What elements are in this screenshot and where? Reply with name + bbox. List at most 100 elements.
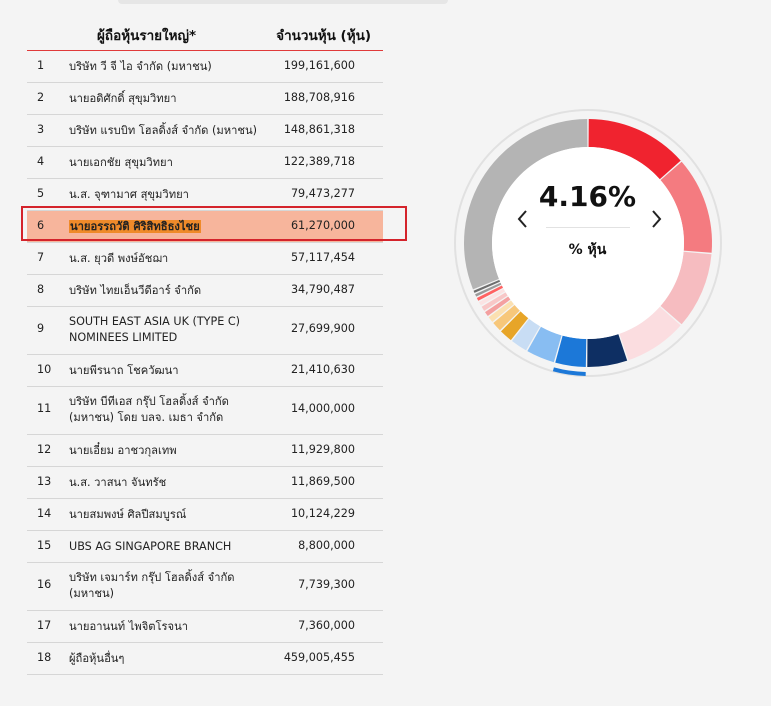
shareholding-donut: 4.16% % หุ้น — [450, 105, 725, 380]
header-shares: จำนวนหุ้น (หุ้น) — [276, 28, 371, 44]
row-number: 15 — [37, 539, 52, 552]
shareholder-name: นายสมพงษ์ ศิลปีสมบูรณ์ — [69, 508, 187, 521]
donut-segments — [464, 119, 712, 376]
donut-segment[interactable] — [588, 119, 681, 180]
shareholders-table: ผู้ถือหุ้นรายใหญ่* จำนวนหุ้น (หุ้น) 1 บริ… — [27, 18, 383, 675]
share-count: 61,270,000 — [290, 219, 355, 232]
table-row[interactable]: 15 UBS AG SINGAPORE BRANCH 8,800,000 — [27, 531, 383, 563]
shareholder-name: นายเอี๋ยม อาชวกุลเทพ — [69, 444, 177, 457]
row-number: 7 — [37, 251, 45, 264]
shareholder-name: SOUTH EAST ASIA UK (TYPE C) NOMINEES LIM… — [69, 315, 241, 344]
header-shareholder: ผู้ถือหุ้นรายใหญ่* — [97, 28, 197, 44]
table-row[interactable]: 5 น.ส. จุฑามาศ สุขุมวิทยา 79,473,277 — [27, 179, 383, 211]
donut-segment[interactable] — [478, 288, 506, 306]
share-count: 7,739,300 — [298, 578, 355, 591]
row-number: 18 — [37, 651, 52, 664]
table-row[interactable]: 12 นายเอี๋ยม อาชวกุลเทพ 11,929,800 — [27, 435, 383, 467]
table-row-selected[interactable]: 6 นายอรรถวัติ ศิริสิทธิธงไชย 61,270,000 — [27, 211, 383, 243]
highlighted-name-text: นายอรรถวัติ ศิริสิทธิธงไชย — [69, 220, 201, 233]
donut-segment[interactable] — [493, 304, 520, 331]
share-count: 34,790,487 — [290, 283, 355, 296]
donut-chart — [454, 109, 722, 377]
table-row[interactable]: 9 SOUTH EAST ASIA UK (TYPE C) NOMINEES LI… — [27, 307, 383, 355]
table-row[interactable]: 16 บริษัท เจมาร์ท กรุ๊ป โฮลดิ้งส์ จำกัด (… — [27, 563, 383, 611]
shareholder-name: น.ส. วาสนา จันทรัช — [69, 476, 167, 489]
selected-percentage: 4.16% — [538, 180, 637, 213]
share-count: 57,117,454 — [290, 251, 355, 264]
table-row[interactable]: 7 น.ส. ยุวดี พงษ์อัชฌา 57,117,454 — [27, 243, 383, 275]
donut-segment[interactable] — [660, 161, 712, 253]
table-row[interactable]: 8 บริษัท ไทยเอ็นวีดีอาร์ จำกัด 34,790,487 — [27, 275, 383, 307]
donut-segment[interactable] — [488, 300, 514, 322]
top-card-edge — [118, 0, 448, 4]
donut-segment[interactable] — [481, 292, 508, 311]
table-row[interactable]: 11 บริษัท บีทีเอส กรุ๊ป โฮลดิ้งส์ จำกัด (… — [27, 387, 383, 435]
row-number: 6 — [37, 219, 45, 232]
table-row[interactable]: 14 นายสมพงษ์ ศิลปีสมบูรณ์ 10,124,229 — [27, 499, 383, 531]
shareholder-name-highlighted: นายอรรถวัติ ศิริสิทธิธงไชย — [69, 219, 259, 235]
table-row[interactable]: 13 น.ส. วาสนา จันทรัช 11,869,500 — [27, 467, 383, 499]
share-count: 21,410,630 — [290, 363, 355, 376]
row-number: 3 — [37, 123, 45, 136]
row-number: 13 — [37, 475, 52, 488]
shareholder-name: นายอานนท์ ไพจิตโรจนา — [69, 620, 189, 633]
share-count: 148,861,318 — [283, 123, 355, 136]
shareholder-name: นายพีรนาถ โชควัฒนา — [69, 364, 179, 377]
donut-segment[interactable] — [485, 296, 511, 317]
share-count: 199,161,600 — [283, 59, 355, 72]
share-count: 122,389,718 — [283, 155, 355, 168]
donut-segment[interactable] — [660, 251, 712, 325]
donut-segment[interactable] — [464, 119, 588, 290]
donut-segment[interactable] — [619, 306, 681, 361]
shareholder-name: UBS AG SINGAPORE BRANCH — [69, 540, 232, 553]
share-count: 188,708,916 — [283, 91, 355, 104]
table-row[interactable]: 10 นายพีรนาถ โชควัฒนา 21,410,630 — [27, 355, 383, 387]
table-row[interactable]: 2 นายอดิศักดิ์ สุขุมวิทยา 188,708,916 — [27, 83, 383, 115]
donut-segment[interactable] — [500, 311, 529, 341]
donut-outer-ring — [454, 109, 722, 377]
chevron-right-icon[interactable] — [646, 206, 666, 232]
share-count: 27,699,900 — [290, 322, 355, 335]
donut-segment[interactable] — [512, 318, 541, 351]
table-row[interactable]: 18 ผู้ถือหุ้นอื่นๆ 459,005,455 — [27, 643, 383, 675]
shareholder-name: บริษัท เจมาร์ท กรุ๊ป โฮลดิ้งส์ จำกัด (มห… — [69, 571, 235, 600]
table-header: ผู้ถือหุ้นรายใหญ่* จำนวนหุ้น (หุ้น) — [27, 18, 383, 51]
shareholder-name: บริษัท บีทีเอส กรุ๊ป โฮลดิ้งส์ จำกัด (มห… — [69, 395, 229, 424]
shareholder-name: ผู้ถือหุ้นอื่นๆ — [69, 652, 125, 665]
row-number: 9 — [37, 322, 45, 335]
donut-segment[interactable] — [527, 326, 562, 363]
table-row[interactable]: 3 บริษัท แรบบิท โฮลดิ้งส์ จำกัด (มหาชน) 14… — [27, 115, 383, 147]
shareholder-name: น.ส. จุฑามาศ สุขุมวิทยา — [69, 188, 189, 201]
shareholder-name: นายอดิศักดิ์ สุขุมวิทยา — [69, 92, 177, 105]
donut-segment[interactable] — [555, 335, 587, 367]
donut-segment[interactable] — [476, 285, 504, 301]
share-count: 11,929,800 — [290, 443, 355, 456]
shareholder-name: บริษัท แรบบิท โฮลดิ้งส์ จำกัด (มหาชน) — [69, 124, 258, 137]
share-count: 10,124,229 — [290, 507, 355, 520]
share-count: 79,473,277 — [290, 187, 355, 200]
highlight-frame — [21, 206, 407, 241]
donut-segment[interactable] — [587, 334, 628, 367]
share-count: 7,360,000 — [298, 619, 355, 632]
percentage-label: % หุ้น — [568, 242, 607, 258]
donut-segment[interactable] — [473, 279, 501, 293]
row-number: 12 — [37, 443, 52, 456]
table-row[interactable]: 17 นายอานนท์ ไพจิตโรจนา 7,360,000 — [27, 611, 383, 643]
shareholder-name: น.ส. ยุวดี พงษ์อัชฌา — [69, 252, 169, 265]
row-number: 4 — [37, 155, 45, 168]
row-number: 16 — [37, 578, 52, 591]
row-number: 8 — [37, 283, 45, 296]
table-row[interactable]: 1 บริษัท วี จี ไอ จำกัด (มหาชน) 199,161,60… — [27, 51, 383, 83]
table-row[interactable]: 4 นายเอกชัย สุขุมวิทยา 122,389,718 — [27, 147, 383, 179]
chevron-left-icon[interactable] — [513, 206, 533, 232]
row-number: 11 — [37, 402, 52, 415]
row-number: 14 — [37, 507, 52, 520]
share-count: 8,800,000 — [298, 539, 355, 552]
row-number: 10 — [37, 363, 52, 376]
donut-segment[interactable] — [475, 282, 502, 297]
row-number: 17 — [37, 619, 52, 632]
row-number: 1 — [37, 59, 45, 72]
share-count: 14,000,000 — [290, 402, 355, 415]
active-segment-indicator — [552, 367, 586, 376]
row-number: 5 — [37, 187, 45, 200]
